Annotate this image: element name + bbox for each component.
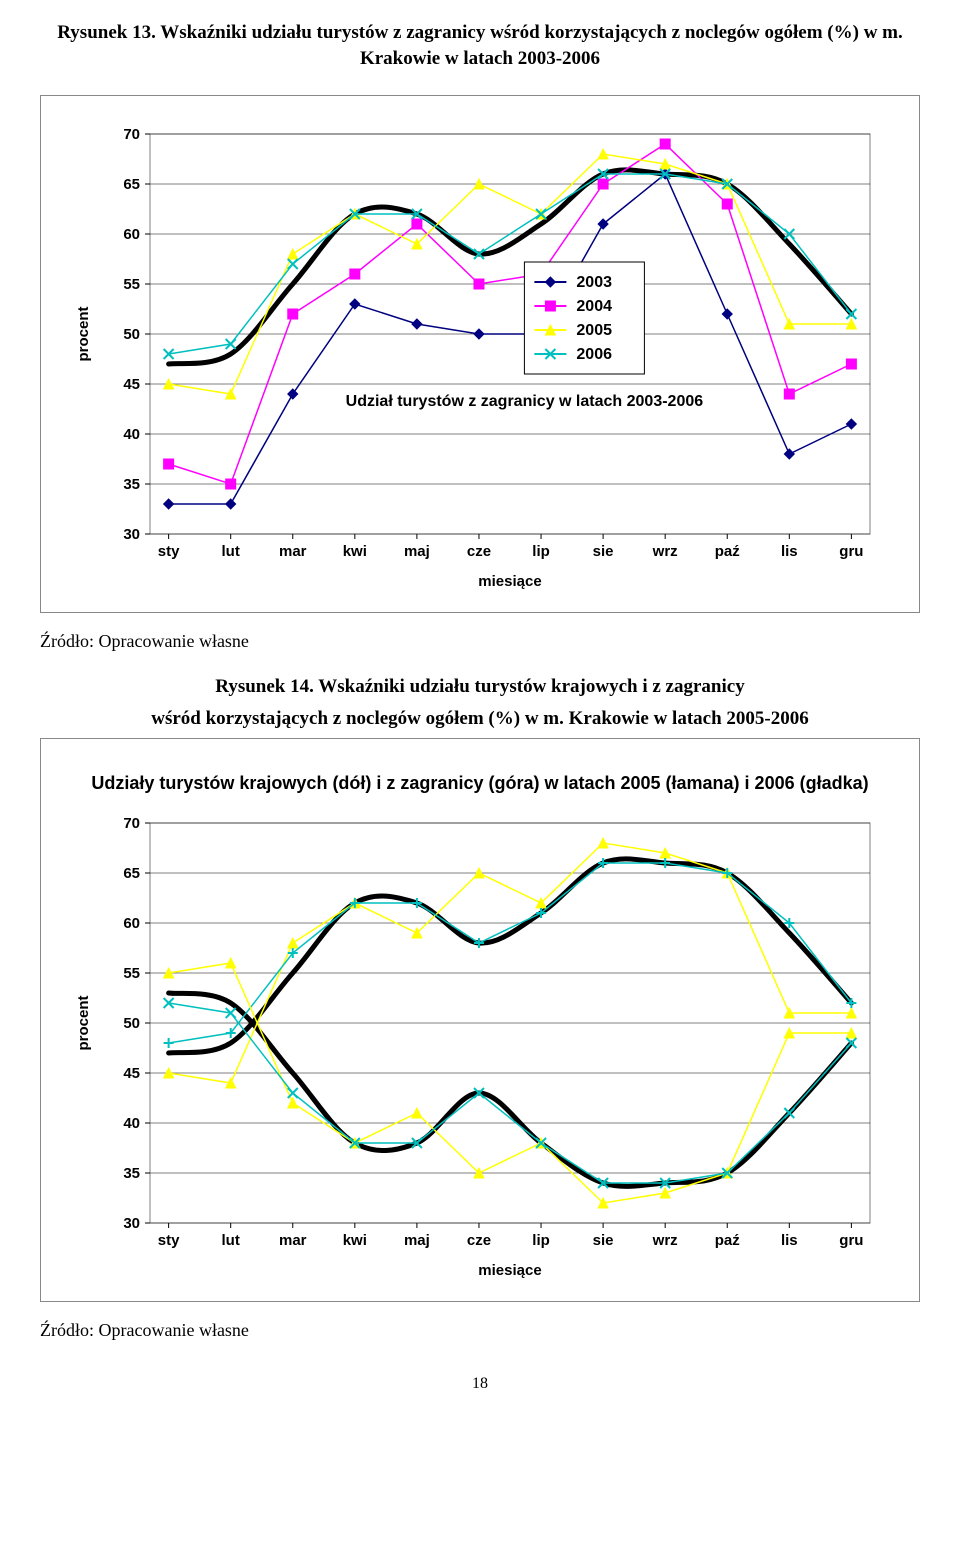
source-2: Źródło: Opracowanie własne [40, 1320, 920, 1341]
svg-text:Udział turystów z zagranicy w: Udział turystów z zagranicy w latach 200… [346, 393, 704, 410]
svg-text:lip: lip [532, 543, 550, 560]
figure-14-title-line2: wśród korzystających z noclegów ogółem (… [40, 706, 920, 732]
svg-text:30: 30 [123, 1215, 140, 1232]
svg-text:kwi: kwi [343, 1232, 367, 1249]
svg-text:miesiące: miesiące [478, 573, 541, 590]
svg-text:55: 55 [123, 965, 140, 982]
svg-text:gru: gru [839, 543, 863, 560]
svg-text:lip: lip [532, 1232, 550, 1249]
chart-2-frame: Udziały turystów krajowych (dół) i z zag… [40, 738, 920, 1302]
svg-text:maj: maj [404, 543, 430, 560]
svg-text:paź: paź [715, 1232, 740, 1249]
svg-text:wrz: wrz [652, 1232, 678, 1249]
svg-text:2005: 2005 [576, 322, 612, 339]
svg-text:70: 70 [123, 126, 140, 143]
svg-text:sty: sty [158, 1232, 180, 1249]
chart-1-frame: 30 35 40 45 50 55 60 65 70 sty lut mar kwi maj cze lip s… [40, 95, 920, 613]
svg-text:2004: 2004 [576, 298, 612, 315]
figure-13-title: Rysunek 13. Wskaźniki udziału turystów z… [40, 20, 920, 71]
svg-text:miesiące: miesiące [478, 1262, 541, 1279]
chart-2-inner-title: Udziały turystów krajowych (dół) i z zag… [57, 771, 903, 795]
svg-text:45: 45 [123, 376, 140, 393]
svg-text:2006: 2006 [576, 346, 612, 363]
svg-text:gru: gru [839, 1232, 863, 1249]
svg-text:mar: mar [279, 543, 307, 560]
svg-text:sty: sty [158, 543, 180, 560]
svg-text:45: 45 [123, 1065, 140, 1082]
svg-text:cze: cze [467, 1232, 491, 1249]
svg-text:50: 50 [123, 326, 140, 343]
svg-text:lut: lut [222, 543, 240, 560]
svg-text:60: 60 [123, 915, 140, 932]
svg-text:65: 65 [123, 176, 140, 193]
svg-text:40: 40 [123, 1115, 140, 1132]
svg-text:mar: mar [279, 1232, 307, 1249]
svg-text:lut: lut [222, 1232, 240, 1249]
svg-text:30: 30 [123, 526, 140, 543]
svg-text:35: 35 [123, 1165, 140, 1182]
page-number: 18 [40, 1375, 920, 1393]
svg-text:35: 35 [123, 476, 140, 493]
svg-text:kwi: kwi [343, 543, 367, 560]
svg-text:65: 65 [123, 865, 140, 882]
svg-text:2003: 2003 [576, 274, 612, 291]
svg-text:lis: lis [781, 543, 798, 560]
svg-text:60: 60 [123, 226, 140, 243]
source-1: Źródło: Opracowanie własne [40, 631, 920, 652]
svg-text:cze: cze [467, 543, 491, 560]
svg-text:lis: lis [781, 1232, 798, 1249]
svg-text:wrz: wrz [652, 543, 678, 560]
svg-text:maj: maj [404, 1232, 430, 1249]
svg-text:procent: procent [75, 307, 92, 362]
svg-text:procent: procent [75, 995, 92, 1050]
svg-text:paź: paź [715, 543, 740, 560]
svg-text:55: 55 [123, 276, 140, 293]
svg-text:sie: sie [593, 543, 614, 560]
svg-text:40: 40 [123, 426, 140, 443]
svg-text:70: 70 [123, 815, 140, 832]
svg-text:sie: sie [593, 1232, 614, 1249]
svg-text:50: 50 [123, 1015, 140, 1032]
figure-14-title-line1: Rysunek 14. Wskaźniki udziału turystów k… [40, 674, 920, 700]
